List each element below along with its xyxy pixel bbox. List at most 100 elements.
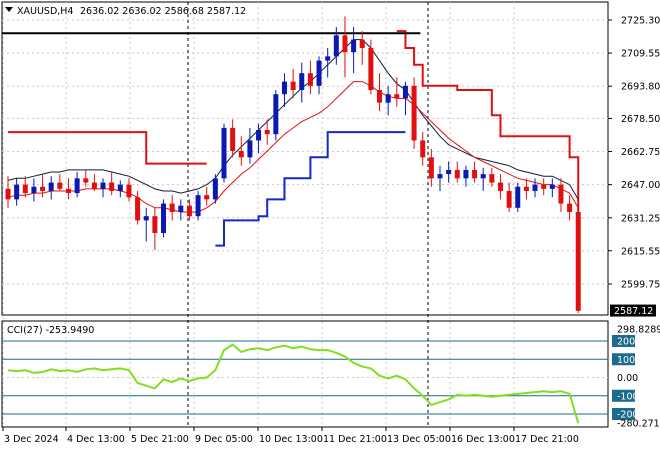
candle-body [506,190,512,208]
candle-body [446,169,452,175]
candle-body [256,129,262,141]
cci-level-tag [612,335,635,347]
candle-body [126,184,132,198]
candle-body [161,203,167,234]
candle-body [152,216,158,234]
cci-tick-label: -200 [617,410,639,421]
candle-body [31,186,37,194]
price-tick-label: 2662.75 [621,147,660,158]
candle-body [186,205,192,217]
candle-body [463,169,469,179]
candle-body [549,184,555,189]
candle-body [204,195,210,200]
cci-label: CCI(27) -253.9490 [7,325,94,336]
candle-body [195,195,201,217]
candle-body [368,47,374,91]
cci-segment [7,343,580,424]
stop-up-segment [215,131,406,247]
candle-body [532,184,538,191]
candle-body [480,174,486,179]
candle-body [57,182,63,189]
candle-body [65,188,71,194]
candle-body [100,182,106,189]
price-tick-label: 2647.00 [621,180,660,191]
candle-body [411,85,417,141]
candle-body [281,81,287,95]
candle-body [290,81,296,91]
collapse-triangle-icon[interactable] [5,7,13,12]
time-label: 4 Dec 13:00 [67,434,125,445]
candle-body [515,186,521,208]
candle-body [342,35,348,53]
candle-body [437,174,443,179]
candle-body [48,182,54,191]
candle-body [5,188,11,200]
candle-body [117,184,123,191]
cci-tick-label: 298.8289 [617,325,660,336]
candles [5,16,581,313]
cci-tick-label: 100 [617,355,635,366]
last-price-label: 2587.12 [614,306,653,317]
candle-body [558,184,564,204]
candle-body [333,35,339,57]
last-price-tag [610,304,656,317]
candle-body [385,94,391,103]
cci-panel-frame [1,320,609,428]
candle-body [230,127,236,152]
cci-level-tag [612,353,635,366]
candle-body [394,94,400,99]
candle-body [420,140,426,158]
cci-tick-label: -280.2718 [617,419,660,430]
time-grid [2,2,515,427]
candle-body [489,174,495,183]
candle-body [325,56,331,61]
candle-body [40,186,46,191]
time-label: 3 Dec 2024 [4,434,59,445]
candle-body [575,211,581,311]
candle-body [169,203,175,212]
candle-body [377,90,383,103]
price-tick-label: 2693.80 [621,82,660,93]
candle-body [428,157,434,179]
stop-up-line [215,131,406,247]
time-label: 9 Dec 05:00 [195,434,253,445]
candle-body [351,39,357,53]
price-tick-label: 2709.55 [621,49,660,60]
price-tick-label: 2725.30 [621,16,660,27]
candle-body [472,169,478,179]
time-label: 16 Dec 13:00 [451,434,515,445]
candle-body [359,39,365,48]
candle-body [541,184,547,189]
candle-body [143,216,149,221]
price-tick-label: 2599.75 [621,280,660,291]
candle-body [135,197,141,221]
price-grid [2,19,608,285]
candle-body [221,127,227,179]
time-axis: 3 Dec 2024 4 Dec 13:00 5 Dec 21:00 9 Dec 05… [2,427,579,445]
cci-level-tag [612,408,635,420]
stop-down-segment [396,30,580,284]
main-panel-frame [1,1,609,316]
candle-body [83,178,89,183]
stop-down-line [8,30,580,284]
symbol-label: XAUUSD,H4 [17,6,73,17]
stop-down-segment [8,131,207,165]
cci-line [7,343,580,424]
candle-body [238,151,244,158]
candle-body [178,205,184,212]
candle-body [14,184,20,200]
candle-body [247,140,253,158]
candle-body [91,182,97,189]
time-label: 5 Dec 21:00 [131,434,189,445]
price-tick-label: 2615.55 [621,246,660,257]
candle-body [402,85,408,99]
cci-level-tag [612,389,635,402]
candle-body [454,169,460,179]
candle-body [273,94,279,135]
price-tick-label: 2678.50 [621,114,660,125]
candle-body [212,178,218,200]
cci-tick-label: 0.00 [617,373,638,384]
candle-body [316,60,322,86]
candle-body [264,129,270,135]
